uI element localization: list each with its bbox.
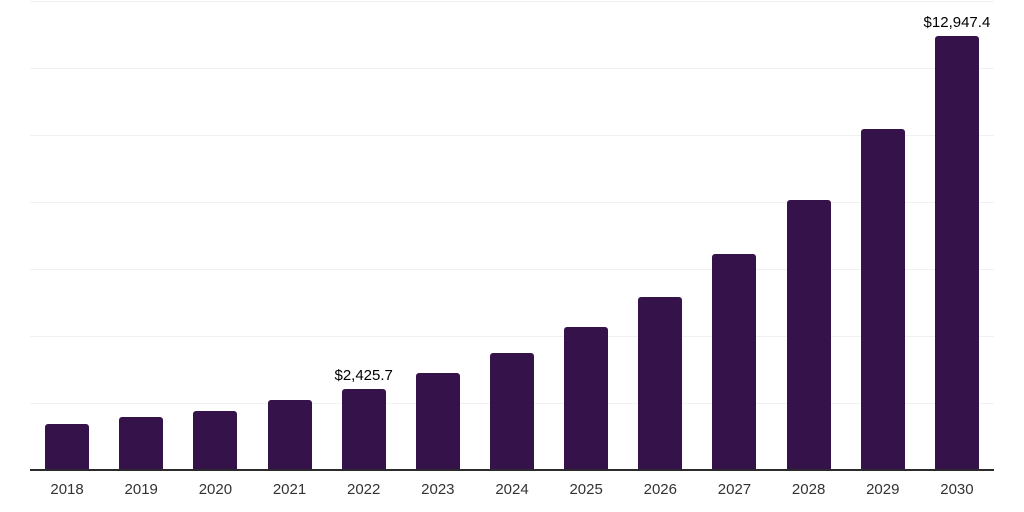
gridline xyxy=(30,202,994,203)
data-label-2030: $12,947.4 xyxy=(923,14,991,32)
gridline xyxy=(30,336,994,337)
bar-2020 xyxy=(193,410,238,470)
x-tick-label-2019: 2019 xyxy=(124,481,158,498)
x-tick-label-2020: 2020 xyxy=(198,481,233,498)
x-tick-label-2024: 2024 xyxy=(495,481,529,498)
x-tick-label-2022: 2022 xyxy=(347,481,381,498)
x-tick-label-2028: 2028 xyxy=(791,481,826,498)
x-tick-label-2023: 2023 xyxy=(421,481,455,498)
gridline xyxy=(30,68,994,69)
bar-2027 xyxy=(712,254,757,470)
x-tick-label-2027: 2027 xyxy=(717,481,752,498)
gridline xyxy=(30,135,994,136)
gridline xyxy=(30,1,994,2)
bar-2023 xyxy=(415,372,460,470)
bar-2030 xyxy=(934,36,979,470)
bar-2021 xyxy=(267,400,312,470)
bar-2024 xyxy=(490,352,534,470)
bar-2025 xyxy=(564,327,609,470)
bar-2026 xyxy=(638,296,683,470)
x-tick-label-2030: 2030 xyxy=(940,481,974,498)
x-tick-label-2025: 2025 xyxy=(569,481,603,498)
bar-2029 xyxy=(860,128,905,470)
x-axis-line xyxy=(30,469,994,471)
x-tick-label-2018: 2018 xyxy=(50,481,84,498)
bar-2019 xyxy=(119,417,164,470)
x-tick-label-2026: 2026 xyxy=(643,481,677,498)
bar-2022 xyxy=(341,388,386,470)
x-tick-label-2029: 2029 xyxy=(866,481,900,498)
data-label-2022: $2,425.7 xyxy=(334,366,393,384)
gridline xyxy=(30,269,994,270)
x-tick-label-2021: 2021 xyxy=(272,481,307,498)
bar-2028 xyxy=(786,200,831,470)
bar-2018 xyxy=(45,424,90,470)
